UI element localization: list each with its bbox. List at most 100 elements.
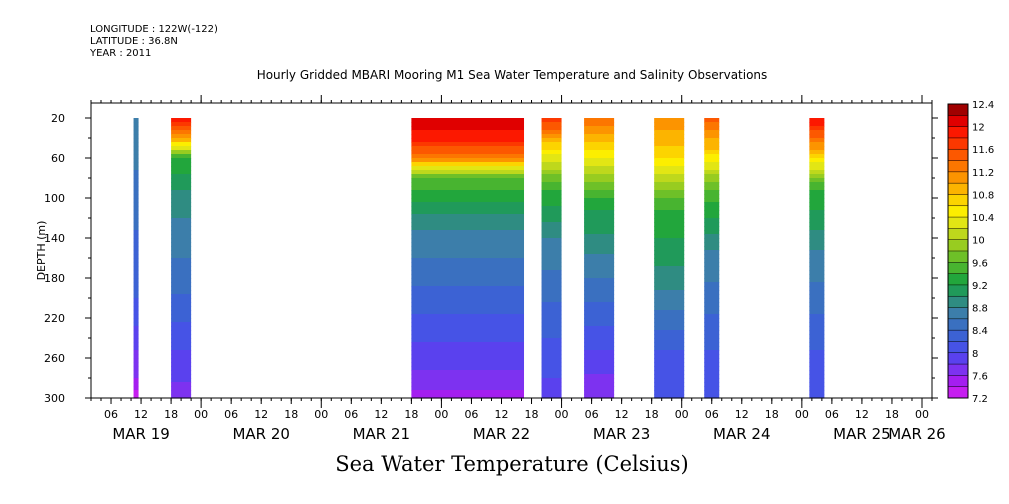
depth-band — [584, 230, 615, 235]
depth-band — [704, 390, 720, 395]
x-tick-label: 06 — [224, 408, 238, 421]
depth-band — [171, 138, 192, 143]
depth-band — [809, 218, 825, 223]
depth-band — [704, 370, 720, 375]
depth-band — [411, 374, 525, 379]
depth-band — [171, 242, 192, 247]
depth-band — [654, 322, 685, 327]
depth-band — [654, 142, 685, 147]
depth-band — [171, 246, 192, 251]
depth-band — [541, 322, 562, 327]
depth-band — [654, 130, 685, 135]
depth-band — [171, 278, 192, 283]
depth-band — [584, 118, 615, 123]
colorbar-swatch — [948, 284, 968, 297]
depth-band — [133, 350, 139, 355]
depth-band — [133, 198, 139, 203]
depth-band — [584, 190, 615, 195]
depth-band — [584, 370, 615, 375]
depth-band — [654, 270, 685, 275]
colorbar-swatch — [948, 104, 968, 116]
depth-band — [704, 150, 720, 155]
depth-band — [809, 330, 825, 335]
depth-band — [411, 354, 525, 359]
depth-band — [411, 198, 525, 203]
depth-band — [411, 314, 525, 319]
depth-band — [704, 158, 720, 163]
depth-band — [541, 158, 562, 163]
depth-band — [133, 166, 139, 171]
depth-band — [704, 282, 720, 287]
depth-band — [584, 130, 615, 135]
colorbar-label: 10.4 — [972, 213, 994, 224]
depth-band — [809, 230, 825, 235]
depth-band — [704, 310, 720, 315]
depth-band — [541, 254, 562, 259]
depth-band — [171, 342, 192, 347]
depth-band — [704, 210, 720, 215]
longitude-label: LONGITUDE : 122W(-122) — [90, 24, 218, 35]
depth-band — [171, 338, 192, 343]
depth-band — [809, 166, 825, 171]
depth-band — [133, 278, 139, 283]
depth-band — [541, 138, 562, 143]
colorbar-swatch — [948, 307, 968, 320]
depth-band — [809, 258, 825, 263]
depth-band — [171, 378, 192, 383]
depth-band — [584, 258, 615, 263]
depth-band — [704, 294, 720, 299]
depth-band — [541, 182, 562, 187]
depth-band — [584, 358, 615, 363]
depth-band — [411, 326, 525, 331]
depth-band — [411, 242, 525, 247]
y-tick-label: 140 — [44, 232, 65, 245]
depth-band — [654, 394, 685, 399]
depth-band — [654, 146, 685, 151]
depth-band — [411, 338, 525, 343]
depth-band — [133, 342, 139, 347]
depth-band — [809, 182, 825, 187]
depth-band — [133, 134, 139, 139]
depth-band — [171, 158, 192, 163]
depth-band — [584, 270, 615, 275]
depth-band — [704, 234, 720, 239]
depth-band — [411, 330, 525, 335]
depth-band — [654, 138, 685, 143]
depth-band — [654, 358, 685, 363]
depth-band — [541, 190, 562, 195]
depth-band — [809, 290, 825, 295]
depth-band — [584, 374, 615, 379]
depth-band — [809, 318, 825, 323]
depth-band — [133, 390, 139, 395]
colorbar-label: 11.2 — [972, 168, 994, 179]
depth-band — [584, 226, 615, 231]
depth-band — [809, 358, 825, 363]
depth-band — [133, 226, 139, 231]
depth-band — [133, 266, 139, 271]
depth-band — [654, 278, 685, 283]
depth-band — [411, 122, 525, 127]
colorbar-label: 8.8 — [972, 304, 988, 315]
depth-band — [171, 202, 192, 207]
depth-band — [654, 290, 685, 295]
depth-band — [133, 354, 139, 359]
depth-band — [133, 138, 139, 143]
depth-band — [584, 138, 615, 143]
depth-band — [171, 274, 192, 279]
depth-band — [411, 386, 525, 391]
depth-band — [809, 322, 825, 327]
depth-band — [133, 118, 139, 123]
depth-band — [541, 242, 562, 247]
depth-band — [411, 162, 525, 167]
depth-band — [584, 186, 615, 191]
depth-band — [809, 286, 825, 291]
depth-band — [654, 210, 685, 215]
depth-band — [411, 178, 525, 183]
depth-band — [411, 246, 525, 251]
depth-band — [411, 206, 525, 211]
depth-band — [654, 238, 685, 243]
depth-band — [704, 250, 720, 255]
depth-band — [654, 382, 685, 387]
depth-band — [704, 278, 720, 283]
